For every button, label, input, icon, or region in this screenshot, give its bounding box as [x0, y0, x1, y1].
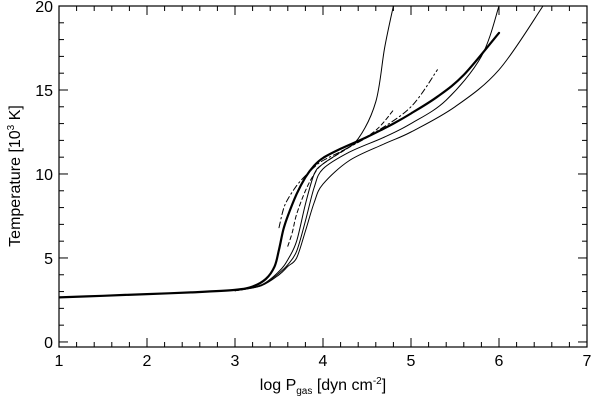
- plot-frame: [58, 5, 588, 348]
- y-tick-label: 10: [35, 167, 53, 184]
- x-tick-label: 7: [583, 353, 592, 370]
- axis-tick-labels: 1 2 3 4 5 6 7 0 5 10 15 20: [35, 0, 591, 370]
- axis-ticks: [58, 5, 588, 347]
- series-line-4: [234, 6, 544, 292]
- series-line-3: [234, 6, 500, 292]
- x-tick-label: 3: [231, 353, 240, 370]
- y-tick-label: 5: [44, 251, 53, 268]
- y-tick-label: 0: [44, 335, 53, 352]
- x-tick-label: 4: [319, 353, 328, 370]
- y-tick-label: 15: [35, 83, 53, 100]
- x-axis-label: log Pgas [dyn cm-2]: [260, 376, 386, 397]
- series-line-6: [287, 109, 394, 247]
- x-tick-label: 5: [407, 353, 416, 370]
- x-tick-label: 1: [55, 353, 64, 370]
- y-tick-label: 20: [35, 0, 53, 16]
- x-tick-label: 6: [495, 353, 504, 370]
- series-layer: [59, 6, 544, 299]
- x-tick-label: 2: [143, 353, 152, 370]
- series-line-2: [234, 6, 394, 292]
- series-line-1: [59, 31, 501, 299]
- y-axis-label: Temperature [103 K]: [6, 105, 24, 247]
- series-line-5: [278, 69, 438, 229]
